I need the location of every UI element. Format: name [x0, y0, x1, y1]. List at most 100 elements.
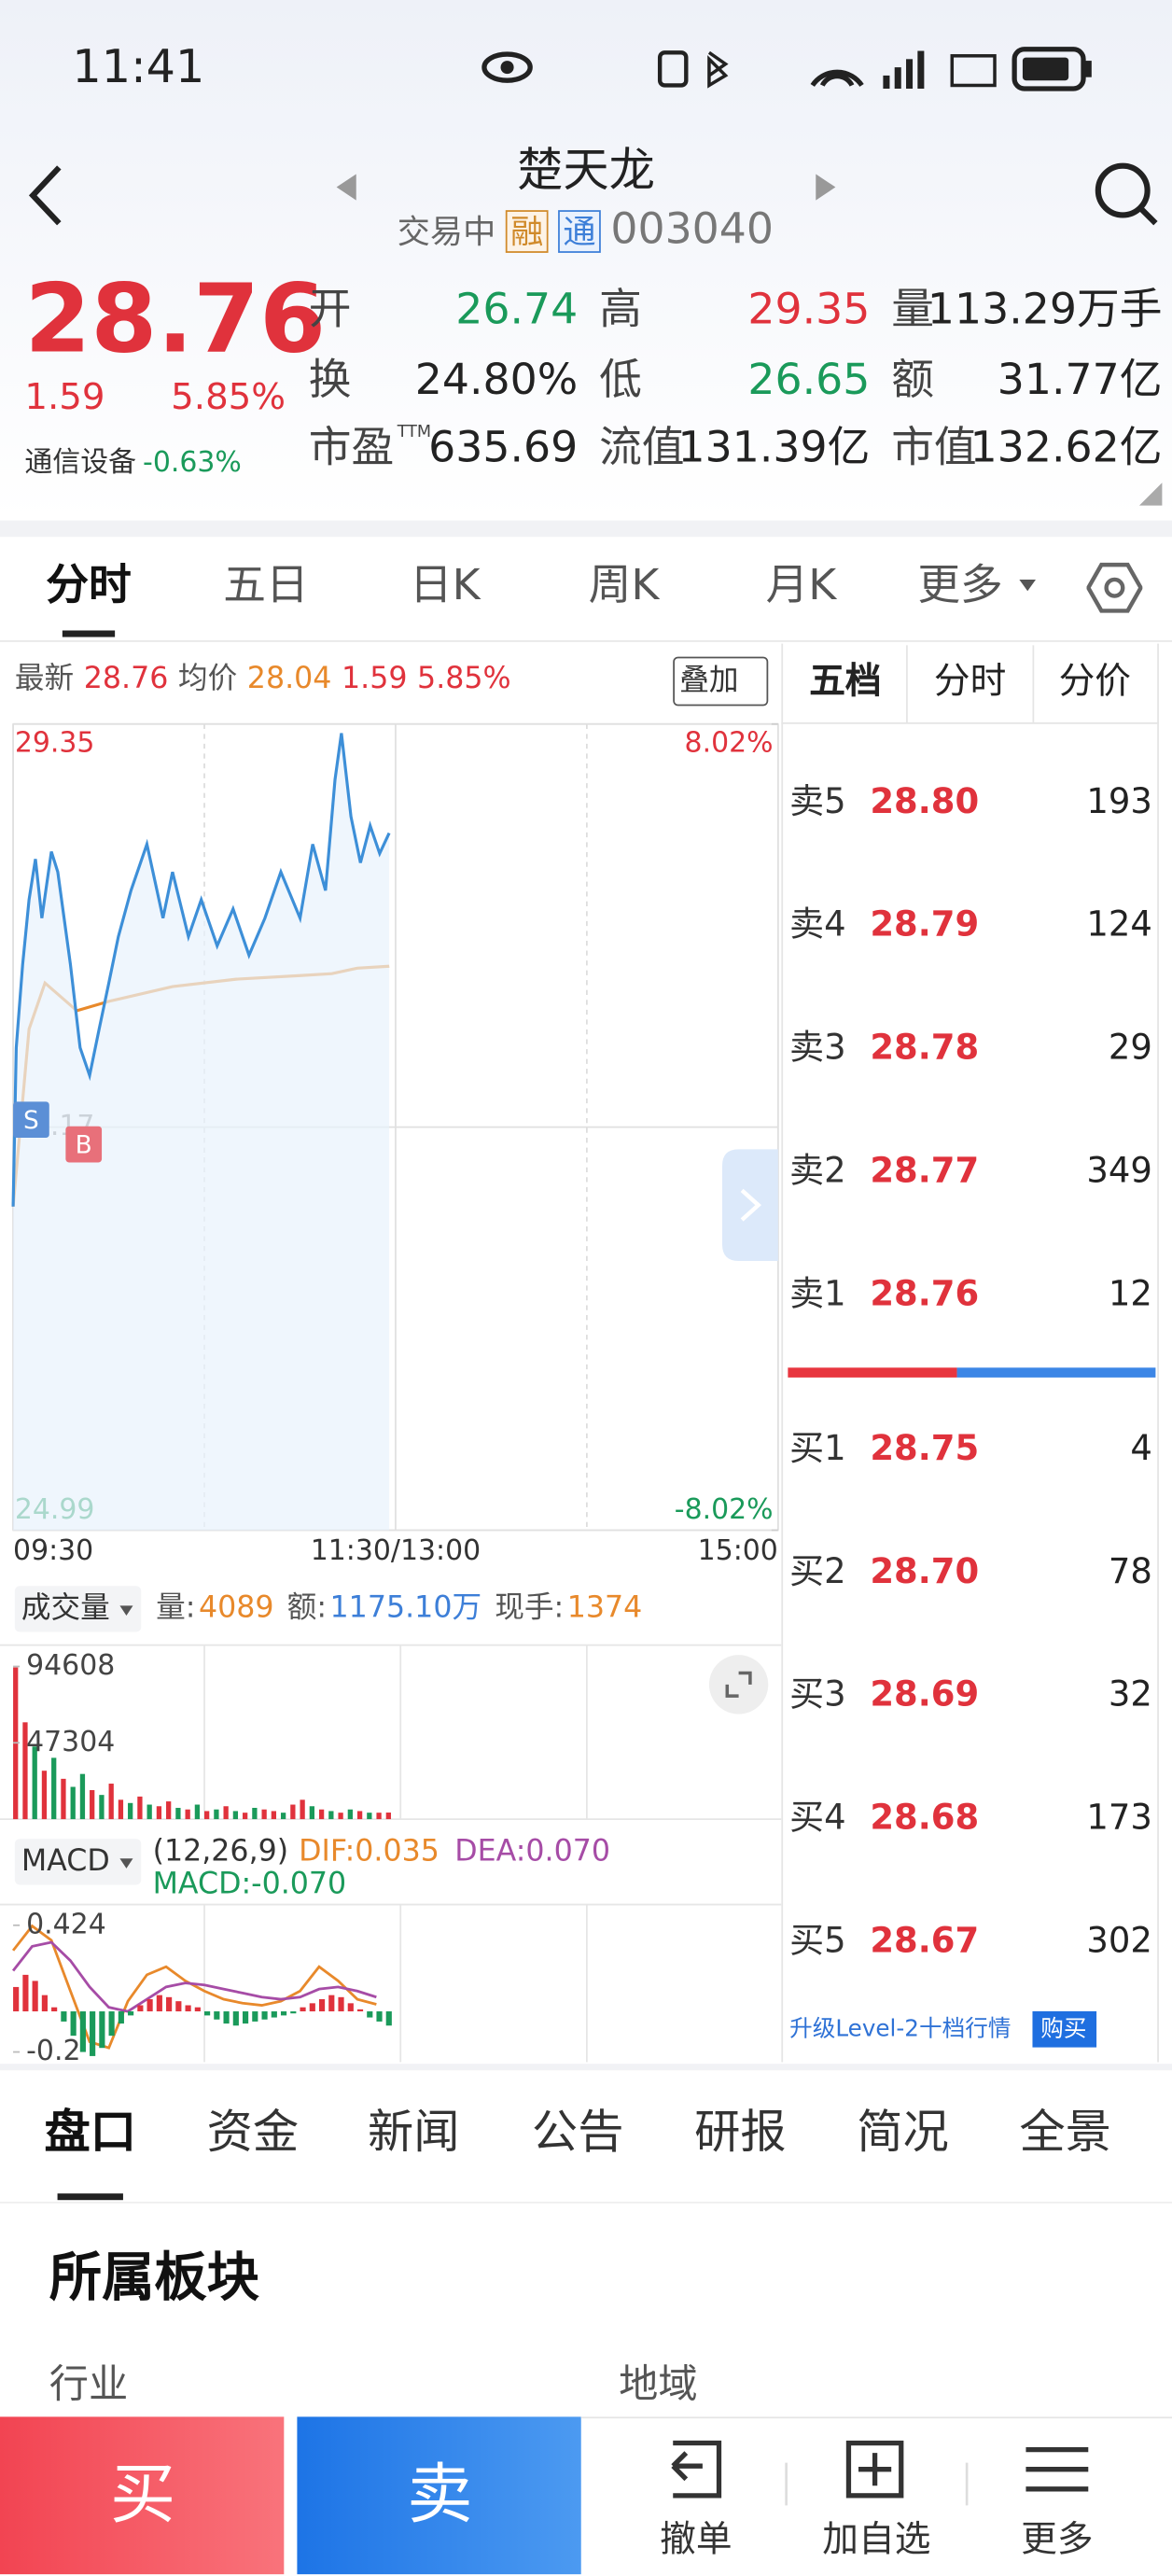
orderbook-panel: [781, 643, 1159, 2063]
volume-bar: [318, 1809, 325, 1820]
search-button[interactable]: [1090, 158, 1162, 230]
detail-tab[interactable]: 研报: [694, 2105, 787, 2160]
orderbook-tab[interactable]: 分时: [933, 661, 1007, 703]
x-tick-label: 11:30/13:00: [311, 1534, 481, 1567]
orderbook-price: 28.78: [870, 1028, 980, 1069]
macd-bar: [175, 2001, 182, 2012]
detail-tab[interactable]: 简况: [857, 2105, 949, 2160]
stock-subtitle: 交易中融通 003040: [398, 204, 774, 255]
action-icons: [671, 2440, 1089, 2506]
stat-label: 额: [891, 357, 934, 407]
volume-bar: [99, 1795, 105, 1820]
section-column: 地域: [619, 2359, 698, 2407]
macd-bar: [300, 2007, 306, 2012]
stat-value: 131.39亿: [677, 424, 871, 474]
detail-tab[interactable]: 全景: [1019, 2105, 1111, 2160]
volume-bar: [214, 1809, 219, 1820]
bottom-action[interactable]: 加自选: [822, 2519, 931, 2561]
orderbook-level: 卖2: [789, 1151, 846, 1192]
detail-tab[interactable]: 新闻: [368, 2105, 460, 2160]
period-tab[interactable]: 日K: [409, 562, 481, 612]
y-tick-label: 0.424: [26, 1908, 106, 1940]
stat-value: 113.29万手: [927, 286, 1163, 336]
macd-line: [11, 1924, 377, 2050]
macd-bar: [79, 2011, 86, 2052]
macd-bar: [309, 2003, 315, 2012]
prev-stock[interactable]: [333, 171, 359, 203]
macd-bar: [166, 1996, 173, 2012]
detail-tab[interactable]: 资金: [206, 2105, 300, 2160]
orderbook-price: 28.77: [870, 1151, 980, 1192]
macd-bar: [118, 2011, 124, 2024]
overlay-button[interactable]: [673, 656, 769, 707]
macd-bar: [347, 2003, 354, 2012]
volume-info-value: 1374: [566, 1590, 643, 1626]
orderbook-price: 28.79: [870, 904, 980, 945]
macd-bar: [22, 1974, 29, 2012]
stat-value: 24.80%: [414, 357, 579, 407]
volume-bar: [41, 1771, 48, 1820]
volume-bar: [223, 1806, 229, 1820]
detail-tab[interactable]: 盘口: [44, 2105, 137, 2160]
period-tab[interactable]: 周K: [588, 562, 660, 612]
orderbook-level: 买4: [789, 1798, 846, 1839]
overlay-label[interactable]: 叠加: [679, 664, 739, 698]
legend-change-pct: 5.85%: [417, 662, 511, 697]
orderbook-volume: 124: [1086, 904, 1152, 945]
macd-bar: [108, 2011, 115, 2037]
settings-button[interactable]: [1086, 562, 1143, 614]
macd-bar: [338, 1996, 344, 2012]
orderbook-level: 买3: [789, 1674, 846, 1715]
section-title: 所属板块: [49, 2246, 259, 2308]
sell-label[interactable]: 卖: [407, 2457, 473, 2534]
dropdown-caret: [119, 1858, 133, 1869]
sell-button[interactable]: [297, 2416, 581, 2575]
orderbook-tab[interactable]: 五档: [809, 661, 882, 703]
buy-button-box[interactable]: [1032, 2010, 1097, 2048]
volume-bar: [79, 1773, 86, 1820]
ratio-bar-buy: [956, 1367, 1156, 1378]
buy-button[interactable]: [0, 2416, 285, 2575]
purchase-label[interactable]: 购买: [1040, 2015, 1087, 2042]
macd-legend: DIF:0.035: [299, 1834, 440, 1868]
volume-bar: [356, 1811, 363, 1820]
macd-bar: [252, 2011, 258, 2022]
macd-bar: [32, 1981, 38, 2012]
chart-area: 09:3011:30/13:0015:0029.3527.1724.998.02…: [0, 722, 782, 2067]
level2-upgrade[interactable]: 升级Level-2十档行情: [789, 2015, 1012, 2042]
period-tab[interactable]: 分时: [46, 562, 132, 612]
divider-band: [0, 520, 1172, 538]
volume-bar: [146, 1804, 152, 1820]
volume-bar: [166, 1801, 172, 1820]
buy-label[interactable]: 买: [109, 2457, 176, 2534]
macd-line: [11, 1940, 377, 2013]
period-tab[interactable]: 月K: [765, 562, 837, 612]
macd-title-box: [14, 1839, 142, 1885]
period-tab[interactable]: 五日: [223, 562, 309, 612]
stat-label: 市盈: [308, 424, 395, 474]
macd-bar: [146, 1998, 153, 2012]
next-stock[interactable]: [813, 171, 839, 203]
detail-tab[interactable]: 公告: [531, 2105, 624, 2160]
volume-bar: [137, 1796, 143, 1820]
bottom-action[interactable]: 更多: [1021, 2519, 1094, 2561]
orderbook-tab[interactable]: 分价: [1058, 661, 1132, 703]
macd-bar: [280, 2011, 287, 2016]
y-tick-label: 47304: [26, 1726, 115, 1758]
bottom-action[interactable]: 撤单: [660, 2519, 732, 2561]
period-tab[interactable]: 更多: [917, 562, 1003, 612]
volume-info-value: 1175.10万: [329, 1590, 482, 1626]
macd-bar: [61, 2011, 67, 2022]
volume-bar: [290, 1804, 296, 1820]
more-caret: [1019, 579, 1036, 592]
detail-tabs-divider: [0, 2201, 1172, 2204]
volume-bar: [252, 1807, 258, 1820]
badge: 通: [558, 210, 601, 253]
macd-bar: [328, 1995, 335, 2012]
volume-info: 量: 4089 额: 1175.10万 现手: 1374: [156, 1591, 642, 1627]
back-button[interactable]: [20, 161, 69, 230]
price-change-pct: 5.85%: [171, 377, 286, 419]
stock-code: 003040: [610, 204, 774, 255]
orderbook-volume: 78: [1108, 1552, 1152, 1592]
orderbook-level: 买1: [789, 1429, 846, 1469]
